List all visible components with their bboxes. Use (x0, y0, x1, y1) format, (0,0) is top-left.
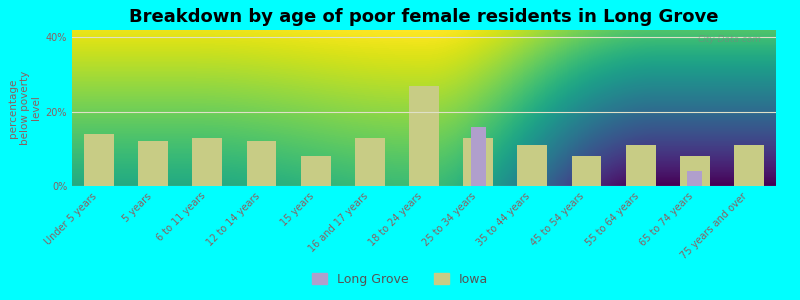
Y-axis label: percentage
below poverty
level: percentage below poverty level (8, 71, 42, 145)
Title: Breakdown by age of poor female residents in Long Grove: Breakdown by age of poor female resident… (130, 8, 718, 26)
Bar (680, 156, 710, 186)
Legend: Long Grove, Iowa: Long Grove, Iowa (307, 268, 493, 291)
Bar (571, 156, 602, 186)
Bar (626, 145, 655, 186)
Bar (734, 145, 764, 186)
Bar (409, 86, 439, 186)
Bar (246, 141, 277, 186)
Bar (518, 145, 547, 186)
Bar (193, 138, 222, 186)
Bar (301, 156, 330, 186)
Bar (355, 138, 385, 186)
Bar (470, 127, 486, 186)
Bar (463, 138, 493, 186)
Text: City-Data.com: City-Data.com (698, 35, 762, 44)
Bar (84, 134, 114, 186)
Bar (138, 141, 168, 186)
Bar (687, 171, 702, 186)
